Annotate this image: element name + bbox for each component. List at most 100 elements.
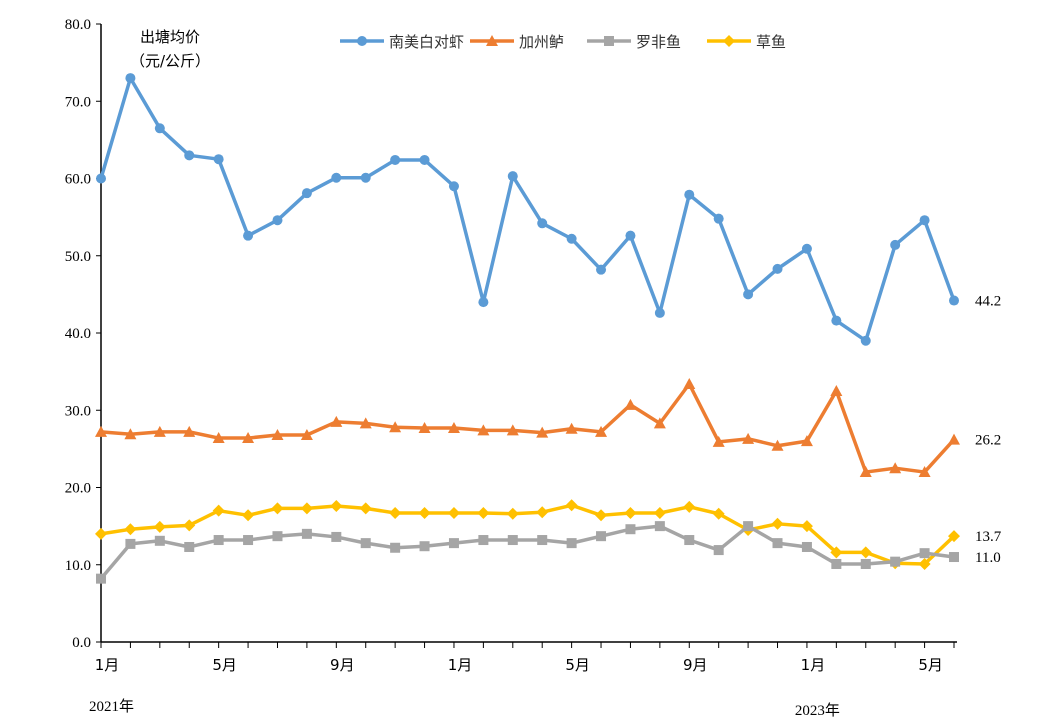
data-point <box>918 466 931 478</box>
data-point <box>536 506 549 519</box>
data-point <box>948 530 960 543</box>
data-point <box>624 398 637 410</box>
legend-label: 草鱼 <box>756 33 786 51</box>
data-point <box>359 417 372 429</box>
data-point <box>537 218 548 229</box>
y-tick-label: 50.0 <box>65 249 91 265</box>
data-point <box>743 289 754 300</box>
data-point <box>771 517 784 530</box>
data-point <box>447 506 460 519</box>
data-point <box>742 432 755 444</box>
series-line <box>100 382 956 474</box>
legend-marker <box>604 36 614 46</box>
data-point <box>360 538 371 549</box>
data-point <box>271 502 284 515</box>
data-point <box>507 535 518 546</box>
data-point <box>389 421 402 433</box>
data-point <box>96 173 106 184</box>
data-point <box>330 500 343 513</box>
legend-marker <box>357 36 367 46</box>
data-point <box>713 213 724 224</box>
data-point <box>390 542 401 553</box>
data-point <box>596 531 607 542</box>
end-value-label: 44.2 <box>975 294 1001 310</box>
data-point <box>859 546 872 559</box>
y-tick-label: 0.0 <box>72 635 91 651</box>
data-point <box>890 556 901 567</box>
data-point <box>478 535 489 546</box>
x-tick-label: 9月 <box>330 656 355 674</box>
legend-marker <box>723 35 735 47</box>
data-point <box>830 384 843 396</box>
data-point <box>919 548 930 559</box>
data-point <box>683 500 696 513</box>
data-point <box>95 527 107 540</box>
data-point <box>918 557 931 570</box>
data-point <box>712 435 725 447</box>
series-circle: 44.2 <box>96 73 1001 346</box>
data-point <box>125 538 136 549</box>
data-point <box>860 558 871 569</box>
data-point <box>654 307 665 318</box>
x-tick-label: 1月 <box>801 656 826 674</box>
data-point <box>624 506 637 519</box>
y-tick-label: 10.0 <box>65 558 91 574</box>
data-point <box>919 215 930 226</box>
data-point <box>419 541 430 552</box>
data-point <box>95 425 107 437</box>
data-point <box>653 506 666 519</box>
data-point <box>712 507 725 520</box>
legend-label: 南美白对虾 <box>389 33 464 51</box>
data-point <box>96 573 106 584</box>
data-point <box>595 425 608 437</box>
data-point <box>743 521 754 532</box>
data-point <box>478 297 489 308</box>
series-square: 11.0 <box>96 521 1001 584</box>
data-point <box>684 535 695 546</box>
end-value-label: 11.0 <box>975 550 1001 566</box>
data-point <box>330 415 343 427</box>
series-line <box>99 76 956 343</box>
x-tick-label: 5月 <box>565 656 590 674</box>
data-point <box>771 439 784 451</box>
data-point <box>948 433 960 445</box>
data-point <box>889 462 902 474</box>
data-point <box>184 541 195 552</box>
data-point <box>654 521 665 532</box>
data-point <box>300 428 313 440</box>
data-point <box>949 295 959 306</box>
data-point <box>154 535 165 546</box>
data-point <box>154 123 165 134</box>
data-point <box>331 531 342 542</box>
data-point <box>271 428 284 440</box>
data-point <box>418 506 431 519</box>
series-line <box>99 524 955 580</box>
data-point <box>860 335 871 346</box>
data-point <box>537 535 548 546</box>
series-diamond: 13.7 <box>95 499 1002 570</box>
end-value-label: 26.2 <box>975 433 1001 449</box>
data-point <box>301 528 312 539</box>
data-point <box>566 233 577 244</box>
y-tick-label: 70.0 <box>65 94 91 110</box>
y-tick-label: 20.0 <box>65 481 91 497</box>
year-label: 2021年 <box>89 698 134 715</box>
data-point <box>124 523 137 536</box>
x-tick-label: 1月 <box>95 656 120 674</box>
series-group: 13.7 11.0 26.2 44.2 <box>95 73 1002 584</box>
data-point <box>213 154 224 165</box>
series-triangle: 26.2 <box>95 377 1001 478</box>
data-point <box>859 466 872 478</box>
data-point <box>418 422 431 434</box>
y-axis-title-line1: 出塘均价 <box>140 28 200 46</box>
legend-label: 罗非鱼 <box>636 33 681 51</box>
data-point <box>507 171 518 182</box>
data-point <box>272 215 283 226</box>
end-value-label: 13.7 <box>975 529 1002 545</box>
data-point <box>506 507 519 520</box>
data-point <box>830 546 843 559</box>
data-point <box>359 502 372 515</box>
year-label: 2023年 <box>795 702 840 719</box>
data-point <box>800 520 813 533</box>
